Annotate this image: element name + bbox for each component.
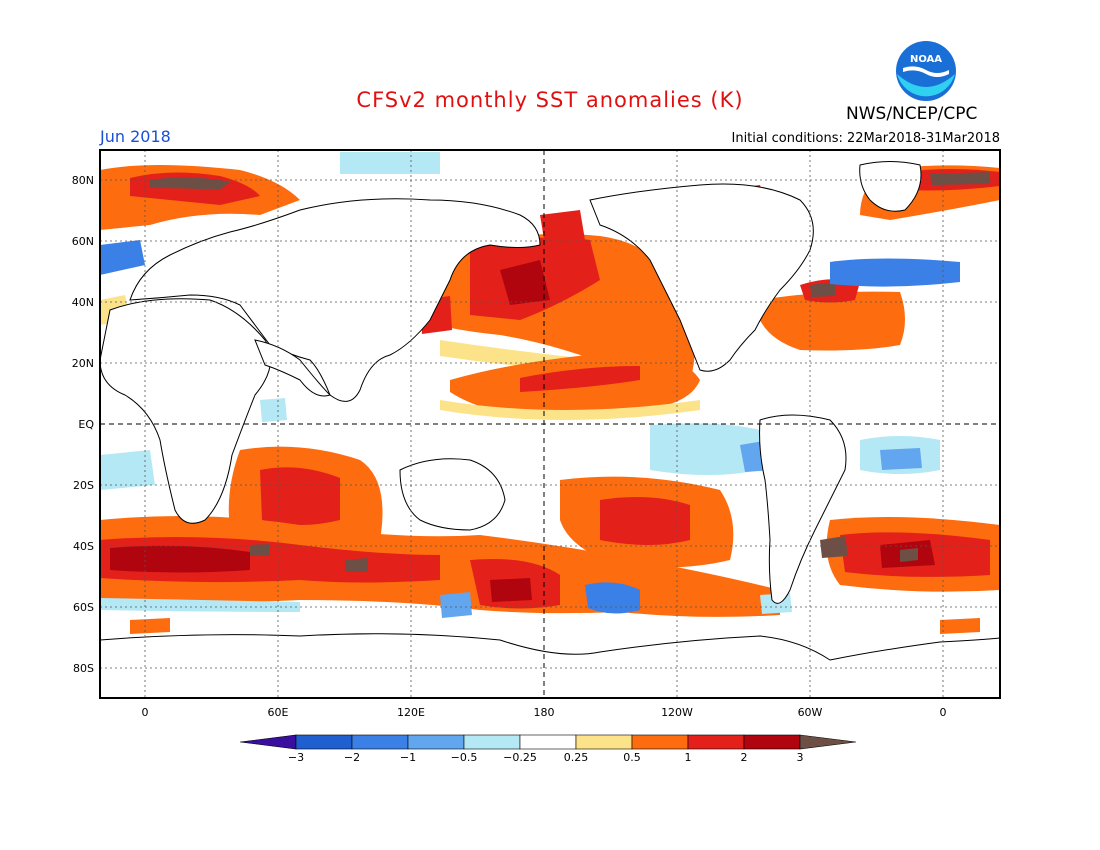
lat-label: 80N [72, 174, 94, 187]
month-label: Jun 2018 [100, 127, 171, 146]
lat-label: 20N [72, 357, 94, 370]
colorbar-left-arrow [239, 734, 297, 750]
chart-title: CFSv2 monthly SST anomalies (K) [356, 88, 744, 112]
colorbar: −3 −2 −1 −0.5 −0.25 0.25 0.5 1 2 3 [239, 734, 857, 764]
lat-label: 80S [73, 662, 94, 675]
colorbar-segment [519, 734, 577, 750]
colorbar-segment [687, 734, 745, 750]
colorbar-tick-label: −3 [288, 751, 304, 764]
anomaly-field [100, 152, 1000, 634]
organization-label: NWS/NCEP/CPC [846, 104, 978, 124]
map-frame [99, 149, 1001, 699]
equator-dateline [100, 150, 1000, 698]
lon-label: 60W [798, 706, 823, 719]
lat-label: 60N [72, 235, 94, 248]
lon-label: 0 [940, 706, 947, 719]
longitude-labels: 0 60E 120E 180 120W 60W 0 [142, 706, 947, 719]
colorbar-segment [743, 734, 801, 750]
lon-label: 0 [142, 706, 149, 719]
initial-conditions-label: Initial conditions: 22Mar2018-31Mar2018 [731, 131, 1001, 146]
noaa-logo: NOAA [896, 41, 956, 101]
lat-label: 40N [72, 296, 94, 309]
lon-label: 120W [661, 706, 693, 719]
noaa-logo-text: NOAA [910, 54, 942, 65]
colorbar-tick-label: 0.25 [564, 751, 589, 764]
colorbar-segment [575, 734, 633, 750]
lon-label: 180 [534, 706, 555, 719]
lat-label: 60S [73, 601, 94, 614]
colorbar-segment [351, 734, 409, 750]
colorbar-tick-label: −0.5 [451, 751, 478, 764]
colorbar-tick-label: −2 [344, 751, 360, 764]
colorbar-tick-label: 1 [685, 751, 692, 764]
colorbar-tick-label: 2 [741, 751, 748, 764]
lat-label: EQ [78, 418, 94, 431]
colorbar-tick-label: 3 [797, 751, 804, 764]
colorbar-tick-label: −1 [400, 751, 416, 764]
coastlines [100, 161, 1000, 698]
colorbar-segment [631, 734, 689, 750]
lon-label: 120E [397, 706, 425, 719]
lat-label: 20S [73, 479, 94, 492]
lat-label: 40S [73, 540, 94, 553]
latitude-labels: 80N 60N 40N 20N EQ 20S 40S 60S 80S [72, 174, 95, 675]
colorbar-tick-label: −0.25 [503, 751, 537, 764]
colorbar-right-arrow [799, 734, 857, 750]
colorbar-segment [295, 734, 353, 750]
colorbar-tick-label: 0.5 [623, 751, 641, 764]
colorbar-segment [407, 734, 465, 750]
colorbar-segment [463, 734, 521, 750]
graticule [100, 150, 1000, 698]
lon-label: 60E [268, 706, 289, 719]
